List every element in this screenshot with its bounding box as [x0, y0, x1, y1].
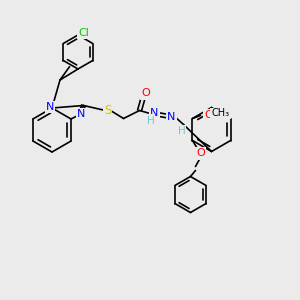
- Text: N: N: [150, 107, 159, 118]
- Text: S: S: [104, 104, 111, 117]
- Text: N: N: [167, 112, 176, 122]
- Text: Cl: Cl: [79, 28, 89, 38]
- Text: O: O: [204, 110, 213, 121]
- Text: H: H: [178, 127, 185, 136]
- Text: N: N: [77, 109, 86, 119]
- Text: N: N: [46, 102, 54, 112]
- Text: O: O: [196, 148, 205, 158]
- Text: H: H: [147, 116, 154, 125]
- Text: CH₃: CH₃: [212, 109, 230, 118]
- Text: O: O: [141, 88, 150, 98]
